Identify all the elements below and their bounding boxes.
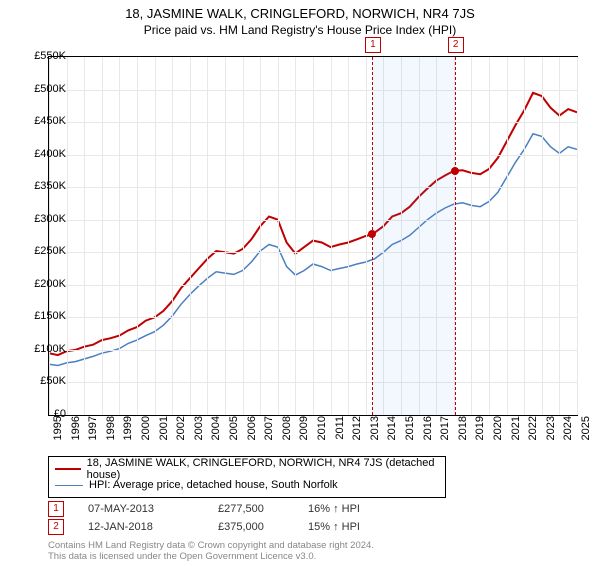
y-axis-label: £500K <box>22 83 66 95</box>
x-axis-label: 2017 <box>439 416 451 450</box>
tx-date: 12-JAN-2018 <box>88 521 218 533</box>
event-point-1 <box>368 230 376 238</box>
x-axis-label: 1996 <box>70 416 82 450</box>
x-axis-label: 2000 <box>140 416 152 450</box>
x-axis-label: 2007 <box>263 416 275 450</box>
y-axis-label: £200K <box>22 278 66 290</box>
x-axis-label: 2021 <box>510 416 522 450</box>
x-axis-label: 2001 <box>158 416 170 450</box>
x-axis-label: 2009 <box>298 416 310 450</box>
x-axis-label: 2016 <box>422 416 434 450</box>
x-axis-label: 2019 <box>474 416 486 450</box>
footer-attribution: Contains HM Land Registry data © Crown c… <box>48 540 374 562</box>
y-axis-label: £100K <box>22 343 66 355</box>
y-axis-label: £350K <box>22 180 66 192</box>
tx-date: 07-MAY-2013 <box>88 503 218 515</box>
x-axis-label: 1997 <box>87 416 99 450</box>
x-axis-label: 2003 <box>193 416 205 450</box>
table-row: 1 07-MAY-2013 £277,500 16% ↑ HPI <box>48 500 398 518</box>
x-axis-label: 2023 <box>545 416 557 450</box>
tx-marker-2: 2 <box>48 519 64 535</box>
event-marker-1: 1 <box>365 37 381 53</box>
x-axis-label: 2014 <box>386 416 398 450</box>
x-axis-label: 2015 <box>404 416 416 450</box>
y-axis-label: £50K <box>22 375 66 387</box>
x-axis-label: 2024 <box>562 416 574 450</box>
x-axis-label: 2011 <box>334 416 346 450</box>
y-axis-label: £300K <box>22 213 66 225</box>
x-axis-label: 2006 <box>246 416 258 450</box>
x-axis-label: 2012 <box>351 416 363 450</box>
line-chart: 12 <box>48 56 578 416</box>
x-axis-label: 2002 <box>175 416 187 450</box>
x-axis-label: 2020 <box>492 416 504 450</box>
chart-container: 18, JASMINE WALK, CRINGLEFORD, NORWICH, … <box>0 6 600 566</box>
x-axis-label: 1999 <box>122 416 134 450</box>
x-axis-label: 2005 <box>228 416 240 450</box>
tx-price: £375,000 <box>218 521 308 533</box>
y-axis-label: £450K <box>22 115 66 127</box>
legend-swatch-blue <box>55 485 83 486</box>
legend-swatch-red <box>55 468 81 470</box>
x-axis-label: 1995 <box>52 416 64 450</box>
legend-label: 18, JASMINE WALK, CRINGLEFORD, NORWICH, … <box>87 457 439 481</box>
y-axis-label: £150K <box>22 310 66 322</box>
x-axis-label: 2013 <box>369 416 381 450</box>
y-axis-label: £550K <box>22 50 66 62</box>
legend: 18, JASMINE WALK, CRINGLEFORD, NORWICH, … <box>48 456 446 498</box>
x-axis-label: 2004 <box>210 416 222 450</box>
tx-pct: 15% ↑ HPI <box>308 521 398 533</box>
highlight-band <box>372 57 455 415</box>
page-subtitle: Price paid vs. HM Land Registry's House … <box>0 23 600 37</box>
event-marker-2: 2 <box>448 37 464 53</box>
x-axis-label: 1998 <box>105 416 117 450</box>
x-axis-label: 2008 <box>281 416 293 450</box>
legend-item-property: 18, JASMINE WALK, CRINGLEFORD, NORWICH, … <box>55 461 439 477</box>
tx-marker-1: 1 <box>48 501 64 517</box>
event-dashline <box>455 57 456 415</box>
x-axis-label: 2022 <box>527 416 539 450</box>
x-axis-label: 2025 <box>580 416 592 450</box>
y-axis-label: £250K <box>22 245 66 257</box>
x-axis-label: 2018 <box>457 416 469 450</box>
y-axis-label: £400K <box>22 148 66 160</box>
tx-price: £277,500 <box>218 503 308 515</box>
x-axis-label: 2010 <box>316 416 328 450</box>
event-point-2 <box>451 167 459 175</box>
footer-line: This data is licensed under the Open Gov… <box>48 551 374 562</box>
tx-pct: 16% ↑ HPI <box>308 503 398 515</box>
page-title: 18, JASMINE WALK, CRINGLEFORD, NORWICH, … <box>0 6 600 21</box>
footer-line: Contains HM Land Registry data © Crown c… <box>48 540 374 551</box>
legend-label: HPI: Average price, detached house, Sout… <box>89 479 338 491</box>
transaction-table: 1 07-MAY-2013 £277,500 16% ↑ HPI 2 12-JA… <box>48 500 398 536</box>
table-row: 2 12-JAN-2018 £375,000 15% ↑ HPI <box>48 518 398 536</box>
